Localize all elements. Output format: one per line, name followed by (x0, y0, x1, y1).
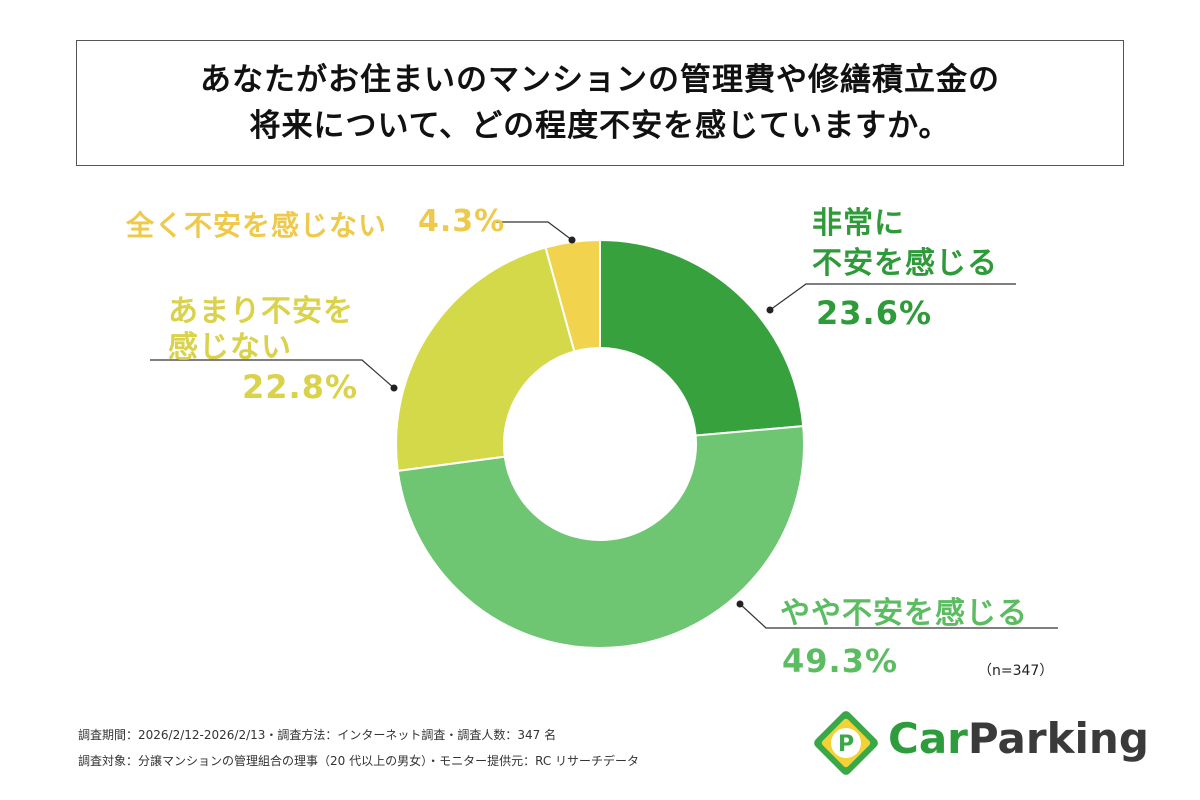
leader-dot-not-anxious-at-all (568, 236, 576, 244)
slice-very-anxious (599, 238, 805, 437)
chart-title-line-1: あなたがお住まいのマンションの管理費や修繕積立金の (200, 62, 1000, 98)
carparking-logo: P CarParking (808, 708, 1149, 778)
logo-wordmark: CarParking (888, 714, 1149, 763)
slice-not-anxious-at-all (544, 238, 601, 353)
logo-word-parking: Parking (967, 714, 1149, 763)
sample-size: （n=347） (978, 663, 1054, 679)
leader-line-not-very-anxious (150, 359, 395, 389)
logo-emblem-letter: P (838, 732, 854, 757)
logo-emblem-icon: P (814, 711, 878, 775)
leader-dot-not-very-anxious (390, 384, 398, 392)
leader-dot-very-anxious (766, 306, 774, 314)
footnote-survey-target: 調査対象：分譲マンションの管理組合の理事（20 代以上の男女）・モニター提供元：… (78, 754, 640, 768)
leader-dot-somewhat-anxious (736, 600, 744, 608)
slice-somewhat-anxious (396, 424, 805, 649)
leader-line-not-anxious-at-all (496, 221, 573, 241)
value-not-anxious-at-all: 4.3% (418, 204, 506, 239)
label-not-anxious-at-all: 全く不安を感じない (126, 209, 388, 242)
slice-not-very-anxious (395, 246, 576, 472)
label-somewhat-anxious: やや不安を感じる (780, 596, 1028, 631)
leader-line-very-anxious (769, 283, 1016, 311)
chart-title-line-2: 将来について、どの程度不安を感じていますか。 (249, 108, 951, 144)
title-box: あなたがお住まいのマンションの管理費や修繕積立金の 将来について、どの程度不安を… (76, 40, 1124, 166)
label-very-anxious-line2: 不安を感じる (812, 246, 998, 281)
leader-line-somewhat-anxious (739, 603, 1058, 629)
value-very-anxious: 23.6% (816, 294, 933, 332)
label-not-very-anxious-line1: あまり不安を (168, 294, 354, 329)
logo-word-car: Car (888, 714, 968, 763)
footnote-survey-info: 調査期間：2026/2/12-2026/2/13・調査方法：インターネット調査・… (78, 728, 557, 742)
label-not-very-anxious-line2: 感じない (168, 330, 292, 365)
value-somewhat-anxious: 49.3% (782, 642, 899, 680)
label-very-anxious-line1: 非常に (812, 206, 905, 241)
value-not-very-anxious: 22.8% (242, 368, 359, 406)
